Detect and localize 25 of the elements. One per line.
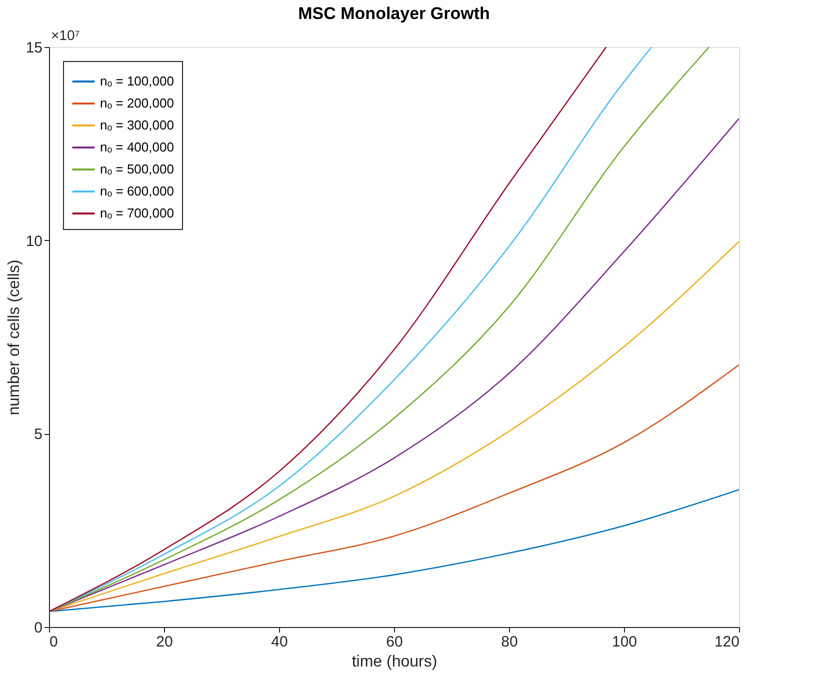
x-tick-label: 40 xyxy=(271,634,288,650)
x-tick-label: 100 xyxy=(612,634,638,650)
legend-label: nₒ = 400,000 xyxy=(100,140,174,154)
x-tick-label: 120 xyxy=(714,634,740,650)
y-axis-title: number of cells (cells) xyxy=(6,260,23,416)
y-tick-label: 0 xyxy=(34,620,42,636)
x-tick-label: 20 xyxy=(156,634,173,650)
x-axis-title: time (hours) xyxy=(352,654,438,670)
legend-label: nₒ = 700,000 xyxy=(100,206,174,220)
x-tick-label: 0 xyxy=(50,634,58,650)
y-tick-label: 10 xyxy=(26,232,42,250)
x-tick-label: 60 xyxy=(386,634,403,650)
line-series xyxy=(49,240,739,612)
legend-label: nₒ = 600,000 xyxy=(100,184,174,198)
line-series xyxy=(49,489,739,612)
legend-label: nₒ = 200,000 xyxy=(100,96,174,110)
legend-label: nₒ = 100,000 xyxy=(100,74,174,88)
text: ×10⁷ xyxy=(51,27,80,43)
legend-label: nₒ = 300,000 xyxy=(100,118,174,132)
x-tick-label: 80 xyxy=(501,634,518,650)
chart-title: MSC Monolayer Growth xyxy=(298,4,490,23)
line-series xyxy=(49,364,739,612)
y-tick-label: 15 xyxy=(26,40,42,56)
legend-label: nₒ = 500,000 xyxy=(100,162,174,176)
y-tick-label: 5 xyxy=(34,426,42,444)
